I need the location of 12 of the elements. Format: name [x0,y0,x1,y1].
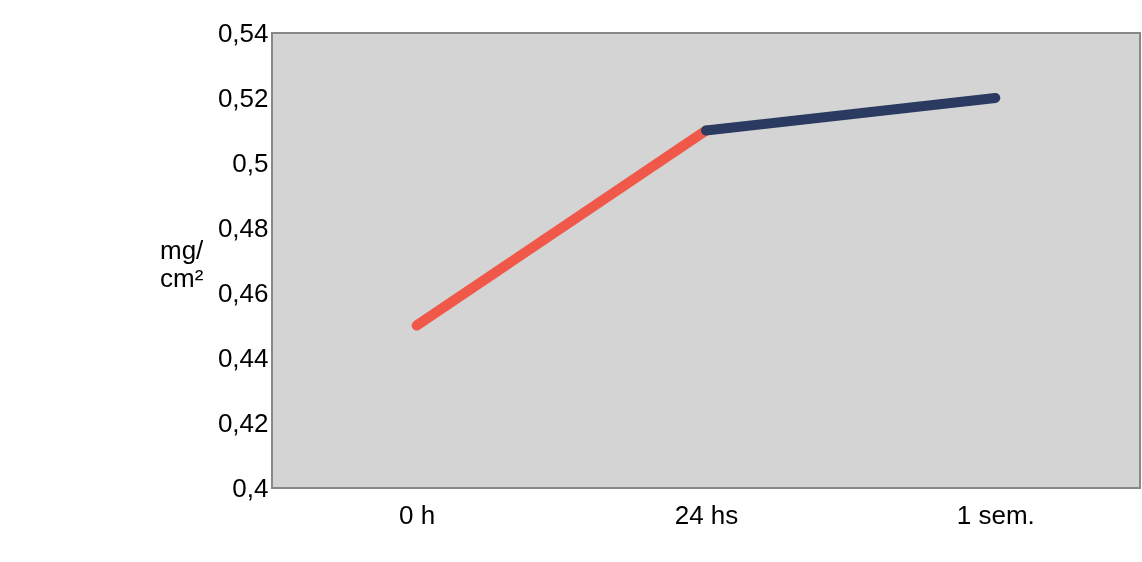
y-tick-label: 0,4 [232,472,269,503]
y-tick-label: 0,5 [232,147,269,178]
x-tick-label: 0 h [399,499,436,530]
y-tick-label: 0,44 [217,342,269,373]
y-tick-label: 0,42 [217,407,269,438]
x-tick-label: 1 sem. [956,499,1035,530]
y-tick-label: 0,46 [217,277,269,308]
y-tick-label: 0,48 [217,212,269,243]
y-tick-label: 0,54 [217,17,269,48]
x-tick-label: 24 hs [674,499,739,530]
y-tick-label: 0,52 [217,82,269,113]
y-axis-title: mg/ cm² [160,235,205,293]
